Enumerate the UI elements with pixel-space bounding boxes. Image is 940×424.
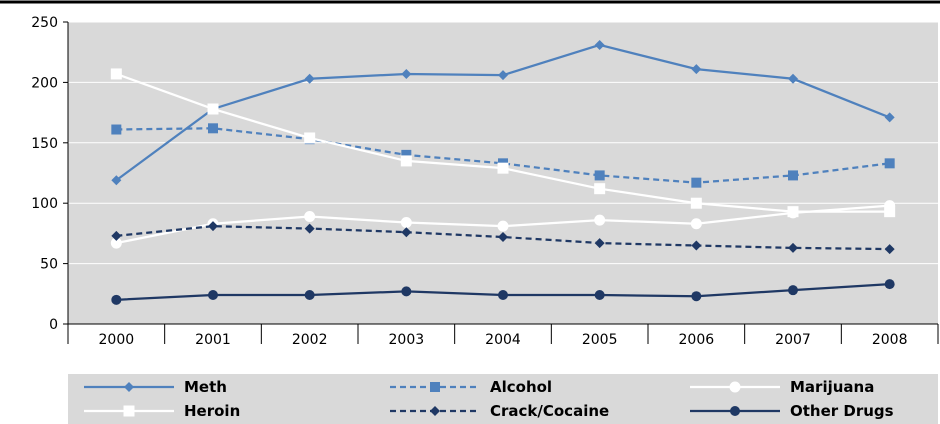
data-point [691,291,702,302]
series-crack-cocaine [111,221,895,255]
axes: 0 50 100 150 200 250 2000 2001 2002 2003 2004 2005 2… [31,15,939,348]
legend-label: Meth [184,378,227,396]
y-tick-label: 50 [40,257,58,273]
x-tick-label: 2005 [582,332,618,348]
gridlines [68,21,938,265]
data-point [691,177,702,188]
data-point [788,285,798,296]
legend-label: Crack/Cocaine [490,402,609,420]
data-point [594,238,605,249]
data-point [497,220,509,232]
x-tick-label: 2007 [775,332,811,348]
data-point [884,244,895,255]
data-point [498,290,508,301]
data-point [594,170,605,181]
data-point [884,158,895,169]
data-point [690,218,702,230]
data-point [401,227,412,238]
legend-label: Heroin [184,402,240,420]
data-point [111,230,122,241]
legend-item: Other Drugs [690,402,894,420]
data-point [208,221,218,232]
series-meth [111,39,895,186]
data-point [498,70,508,81]
data-point [884,279,895,290]
data-point [304,290,315,301]
x-tick-label: 2003 [389,332,425,348]
legend-item: Marijuana [690,378,874,396]
y-tick-label: 100 [31,196,58,212]
data-point [304,73,315,84]
legend-swatch-marker [430,382,440,392]
data-point [690,197,702,209]
y-tick-label: 250 [31,15,58,31]
data-point [498,232,508,243]
legend: Meth Alcohol Marijuana Heroin Crack/Cocaine O… [68,374,938,424]
data-point [691,64,702,75]
series-lines [110,39,896,305]
legend-label: Other Drugs [790,402,894,420]
data-point [788,242,798,253]
legend-label: Marijuana [790,378,874,396]
data-point [111,124,122,135]
data-point [207,103,219,115]
data-point [594,290,605,301]
x-tick-label: 2001 [195,332,231,348]
data-point [401,68,412,79]
legend-swatch-marker [430,406,440,416]
y-tick-label: 200 [31,75,58,91]
series-line [116,225,890,251]
x-tick-label: 2002 [292,332,328,348]
x-tick-label: 2008 [872,332,908,348]
legend-item: Alcohol [390,378,552,396]
y-tick-label: 150 [31,136,58,152]
data-point [594,39,605,50]
data-point [111,294,122,305]
legend-background [68,374,938,424]
data-point [594,183,606,195]
legend-label: Alcohol [490,378,552,396]
series-other-drugs [111,279,895,305]
x-tick-label: 2006 [679,332,715,348]
data-point [304,223,315,234]
legend-item: Meth [84,378,227,396]
x-tick-label: 2000 [99,332,135,348]
data-point [884,206,896,218]
series-heroin [110,68,896,218]
legend-swatch-marker [123,405,135,417]
legend-swatch-marker [730,406,740,416]
data-point [884,112,895,123]
data-point [594,214,606,226]
data-point [400,155,412,167]
legend-item: Heroin [84,402,240,420]
x-tick-label: 2004 [485,332,521,348]
data-point [788,170,798,181]
data-point [304,132,316,144]
data-point [111,175,122,186]
data-point [400,217,412,229]
data-point [787,206,799,218]
data-point [208,290,218,301]
data-point [497,162,509,174]
y-tick-label: 0 [49,317,58,333]
data-point [304,210,316,222]
data-point [691,240,702,251]
data-point [401,286,412,297]
legend-swatch-marker [124,382,134,392]
data-point [788,73,798,84]
data-point [208,123,218,134]
legend-swatch-marker [729,381,741,393]
data-point [401,149,412,160]
data-point [110,68,122,80]
legend-item: Crack/Cocaine [390,402,609,420]
